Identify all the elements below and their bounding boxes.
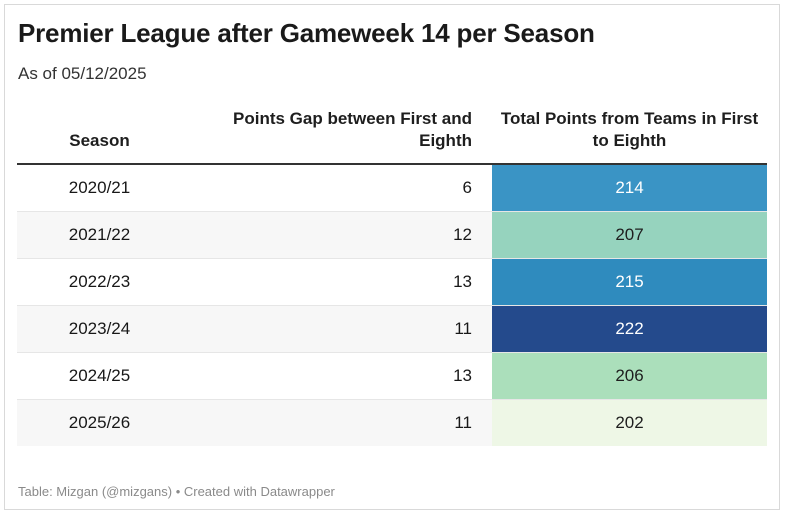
season-cell: 2021/22: [17, 211, 182, 259]
total-points-cell: 202: [492, 399, 767, 446]
points-gap-cell: 12: [182, 211, 492, 259]
points-gap-cell: 11: [182, 399, 492, 446]
points-gap-cell: 13: [182, 258, 492, 306]
season-cell: 2024/25: [17, 352, 182, 400]
total-points-cell: 214: [492, 164, 767, 212]
column-header-total-points[interactable]: Total Points from Teams in First to Eigh…: [492, 108, 767, 165]
table-row: 2024/25 13 206: [17, 352, 767, 400]
season-cell: 2022/23: [17, 258, 182, 306]
total-points-cell: 206: [492, 352, 767, 400]
season-cell: 2020/21: [17, 164, 182, 212]
table-row: 2023/24 11 222: [17, 305, 767, 353]
source-footer: Table: Mizgan (@mizgans) • Created with …: [18, 484, 335, 499]
total-points-cell: 222: [492, 305, 767, 353]
points-gap-cell: 13: [182, 352, 492, 400]
total-points-cell: 207: [492, 211, 767, 259]
season-cell: 2023/24: [17, 305, 182, 353]
total-points-cell: 215: [492, 258, 767, 306]
season-cell: 2025/26: [17, 399, 182, 446]
data-table: Season Points Gap between First and Eigh…: [17, 108, 767, 446]
table-row: 2021/22 12 207: [17, 211, 767, 259]
table-row: 2025/26 11 202: [17, 399, 767, 446]
column-header-season[interactable]: Season: [17, 108, 182, 165]
table-row: 2022/23 13 215: [17, 258, 767, 306]
chart-title: Premier League after Gameweek 14 per Sea…: [18, 18, 595, 48]
points-gap-cell: 6: [182, 164, 492, 212]
table-body: 2020/21 6 214 2021/22 12 207 2022/23 13 215 2023/…: [17, 164, 767, 446]
header-row: Season Points Gap between First and Eigh…: [17, 108, 767, 165]
points-gap-cell: 11: [182, 305, 492, 353]
column-header-points-gap[interactable]: Points Gap between First and Eighth: [182, 108, 492, 165]
chart-subtitle: As of 05/12/2025: [18, 64, 147, 83]
table-row: 2020/21 6 214: [17, 164, 767, 212]
